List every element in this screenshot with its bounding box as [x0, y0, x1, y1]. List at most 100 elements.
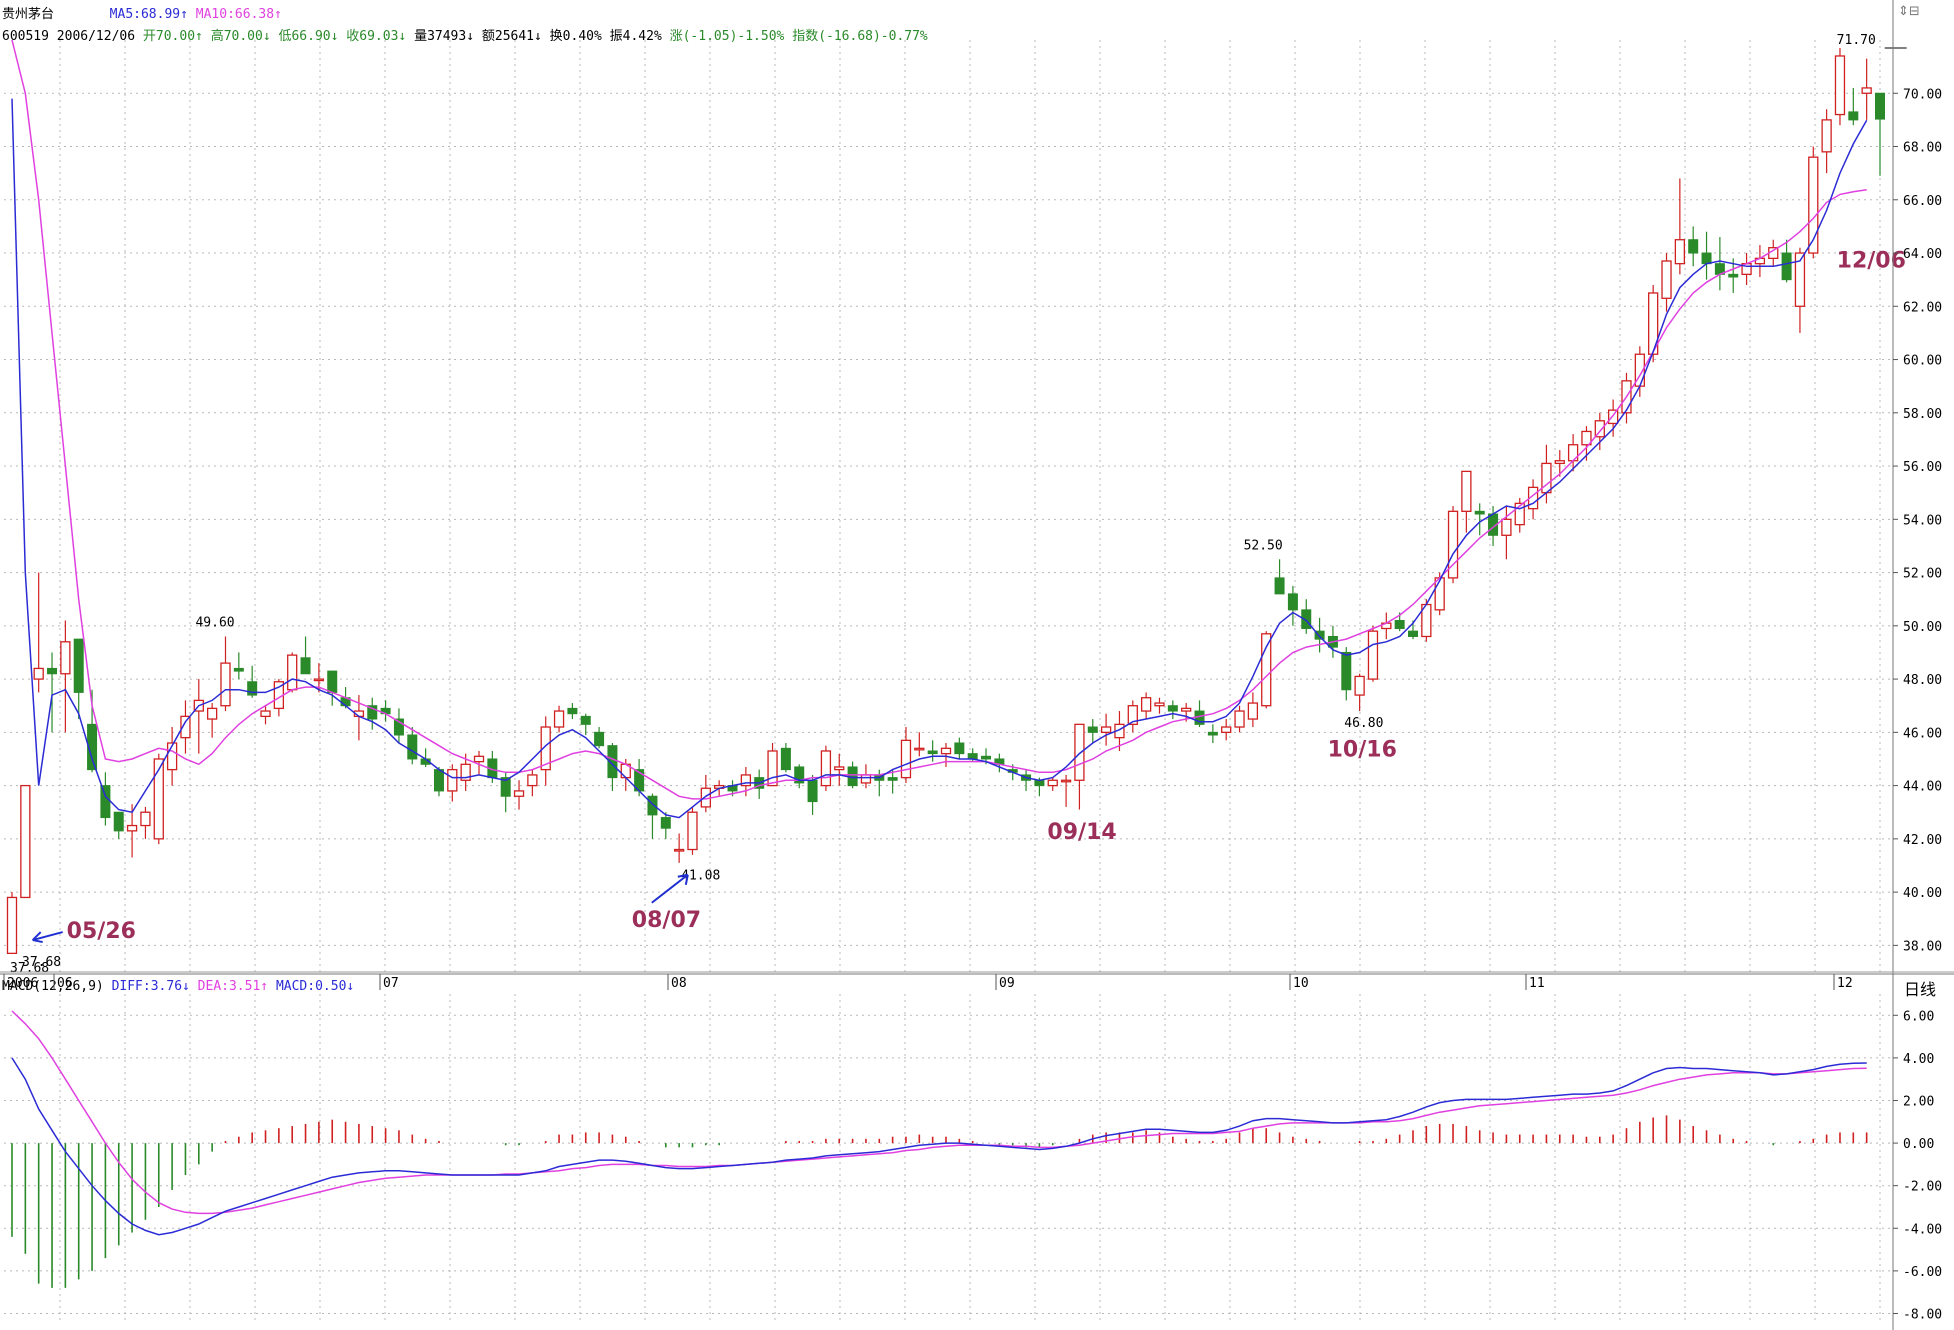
ma5-line — [11, 98, 1868, 819]
candle-body-up — [1794, 252, 1806, 307]
candle-body-up — [313, 678, 325, 682]
candle-body-down — [1274, 577, 1285, 595]
macd-tick-label: -4.00 — [1903, 1222, 1942, 1237]
macd-legend-dea: DEA:3.51↑ — [190, 979, 268, 994]
close-value: 收69.03↓ — [346, 29, 407, 44]
candle-body-down — [73, 638, 84, 693]
ma10-line — [11, 39, 1867, 800]
candle-body-up — [33, 667, 44, 680]
time-tick-label: 10 — [1293, 976, 1309, 991]
candle-body-down — [1341, 651, 1352, 691]
volume-value: 量37493↓ — [414, 29, 475, 44]
candle-body-down — [1701, 252, 1712, 265]
diff-line — [11, 1057, 1867, 1236]
price-tick-label: 42.00 — [1903, 833, 1942, 848]
candle-body-down — [1408, 630, 1418, 637]
candle-body-up — [513, 790, 525, 797]
date-annotation: 10/16 — [1328, 737, 1397, 762]
candle-body-up — [1127, 705, 1138, 726]
candle-body-up — [180, 715, 191, 739]
high-value: 高70.00↓ — [210, 29, 271, 44]
price-tick-label: 70.00 — [1903, 87, 1942, 102]
candle-body-up — [1447, 510, 1459, 579]
amplitude-value: 振4.42% — [609, 29, 662, 44]
candle-body-up — [1367, 630, 1379, 680]
macd-tick-label: -8.00 — [1903, 1307, 1942, 1322]
candle-body-down — [407, 734, 418, 760]
candle-body-down — [1875, 92, 1885, 120]
time-tick-label: 12 — [1837, 976, 1853, 991]
layout-toggle-icon[interactable]: ⇕⊟ — [1898, 4, 1920, 19]
price-extreme-label: 46.80 — [1344, 716, 1383, 731]
price-tick-label: 52.00 — [1903, 567, 1942, 582]
price-extreme-label: 52.50 — [1244, 538, 1283, 553]
candle-body-up — [1674, 239, 1686, 265]
candle-body-up — [914, 747, 925, 751]
candle-body-up — [460, 763, 471, 781]
chart-header: 贵州茅台 MA5:68.99↑ MA10:66.38↑ — [2, 3, 282, 22]
candle-body-up — [1434, 577, 1445, 611]
candle-body-down — [1034, 779, 1045, 787]
candle-body-up — [1661, 260, 1672, 299]
price-extreme-label: 71.70 — [1837, 33, 1876, 48]
candle-body-down — [780, 747, 791, 771]
candle-body-up — [206, 707, 218, 720]
low-value: 低66.90↓ — [278, 29, 339, 44]
candle-body-up — [1607, 409, 1619, 425]
candle-body-down — [247, 681, 258, 696]
candle-body-up — [673, 848, 685, 852]
macd-tick-label: -2.00 — [1903, 1180, 1942, 1195]
candle-body-down — [981, 755, 992, 760]
price-extreme-label: 49.60 — [195, 615, 234, 630]
candle-body-down — [393, 718, 404, 736]
price-tick-label: 50.00 — [1903, 620, 1942, 635]
candle-body-up — [940, 747, 952, 755]
candle-body-up — [1594, 420, 1605, 438]
annotation-arrowhead — [677, 873, 689, 885]
price-tick-label: 68.00 — [1903, 141, 1942, 156]
candlestick-series — [6, 47, 1885, 955]
price-tick-label: 64.00 — [1903, 247, 1942, 262]
candle-body-up — [140, 811, 151, 827]
candle-body-down — [887, 777, 898, 781]
annotation-arrowhead — [31, 931, 43, 944]
candle-body-down — [580, 715, 591, 725]
price-tick-label: 62.00 — [1903, 300, 1942, 315]
turnover-value: 换0.40% — [549, 29, 602, 44]
candle-body-up — [1060, 779, 1072, 783]
candle-body-up — [153, 758, 164, 840]
candle-body-up — [166, 742, 178, 771]
candle-body-up — [1514, 502, 1525, 526]
candle-body-down — [87, 723, 98, 771]
candle-body-up — [740, 774, 752, 787]
candle-body-down — [927, 750, 938, 755]
candle-body-up — [860, 774, 872, 784]
candle-body-up — [1234, 710, 1245, 728]
candle-body-down — [47, 667, 58, 675]
candle-body-down — [1314, 630, 1325, 640]
candle-body-down — [1167, 705, 1178, 712]
candle-body-down — [500, 777, 511, 797]
candle-body-up — [553, 710, 565, 728]
candle-body-down — [594, 731, 605, 747]
candle-body-up — [1821, 119, 1832, 153]
price-tick-label: 38.00 — [1903, 939, 1942, 954]
time-tick-label: 2006 — [7, 976, 38, 991]
candle-body-down — [660, 817, 671, 829]
time-tick-label: 06 — [57, 976, 73, 991]
candle-body-up — [1834, 55, 1846, 116]
candle-body-up — [60, 641, 71, 675]
candle-body-down — [567, 707, 578, 715]
candle-body-up — [1181, 707, 1192, 712]
candle-body-down — [807, 779, 818, 803]
candle-body-down — [1688, 239, 1699, 254]
ma5-legend: MA5:68.99↑ — [109, 7, 188, 22]
candle-body-down — [954, 742, 965, 755]
price-extreme-label: 41.08 — [681, 868, 720, 883]
candle-body-up — [900, 739, 912, 779]
candle-body-down — [233, 667, 244, 672]
macd-tick-label: 2.00 — [1903, 1094, 1934, 1109]
candle-body-up — [820, 750, 832, 787]
period-label[interactable]: 日线 — [1904, 980, 1937, 999]
